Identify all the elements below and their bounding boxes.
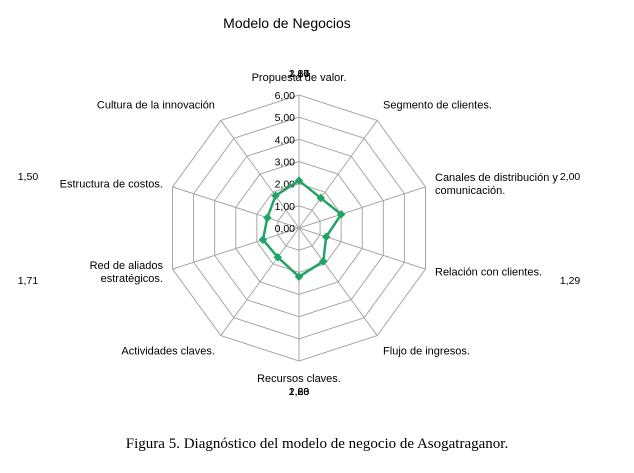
data-point	[263, 213, 272, 222]
data-value-label: 1,86	[289, 386, 310, 398]
radar-chart: Modelo de Negocios 0,00 1,00 2,00 3,00 4,00 5,…	[18, 15, 581, 398]
data-point	[318, 257, 328, 266]
category-label: Segmento de clientes.	[383, 99, 492, 111]
grid-spoke	[298, 120, 378, 229]
category-label: Estructura de costos.	[60, 178, 163, 190]
axis-tick-label: 4,00	[275, 134, 296, 146]
axis-tick-label: 0,00	[275, 223, 296, 235]
grid-spoke	[172, 227, 300, 270]
data-point	[316, 193, 326, 203]
grid-spoke	[298, 186, 426, 229]
axis-tick-label: 1,00	[275, 201, 296, 213]
data-point	[294, 272, 304, 282]
data-point	[271, 191, 280, 200]
data-value-label: 1,71	[18, 275, 39, 287]
grid-spoke	[298, 227, 378, 336]
grid-spoke	[172, 186, 300, 229]
category-label: Cultura de la innovación	[97, 99, 215, 111]
category-label: comunicación.	[435, 185, 505, 197]
data-value-label: 1,63	[289, 386, 310, 398]
category-label: Flujo de ingresos.	[383, 346, 470, 358]
chart-title: Modelo de Negocios	[223, 15, 351, 31]
data-value-label: 1,29	[560, 275, 581, 287]
category-label: estratégicos.	[101, 273, 163, 285]
category-label: Relación con clientes.	[435, 267, 542, 279]
category-label: Recursos claves.	[257, 373, 341, 385]
data-value-label: 1,67	[289, 68, 310, 80]
category-label: Actividades claves.	[121, 346, 215, 358]
data-value-label: 2,00	[560, 171, 581, 183]
data-value-label: 1,50	[18, 171, 39, 183]
grid-spoke	[220, 120, 300, 229]
data-value-label: 2,14	[289, 68, 310, 80]
category-label: Propuesta de valor.	[252, 72, 347, 84]
grid-spoke	[220, 227, 300, 336]
axis-tick-label: 3,00	[275, 157, 296, 169]
data-value-label: 1,80	[289, 68, 310, 80]
data-point	[294, 176, 304, 185]
data-value-label: 2,20	[289, 386, 310, 398]
data-point	[336, 210, 346, 219]
axis-tick-label: 6,00	[275, 90, 296, 102]
category-label: Canales de distribución y	[435, 172, 558, 184]
data-point	[321, 232, 331, 242]
grid-spoke	[298, 227, 426, 270]
category-label: Red de aliados	[90, 260, 164, 272]
data-point	[258, 235, 268, 244]
figure-caption: Figura 5. Diagnóstico del modelo de nego…	[125, 436, 509, 452]
axis-tick-label: 5,00	[275, 112, 296, 124]
